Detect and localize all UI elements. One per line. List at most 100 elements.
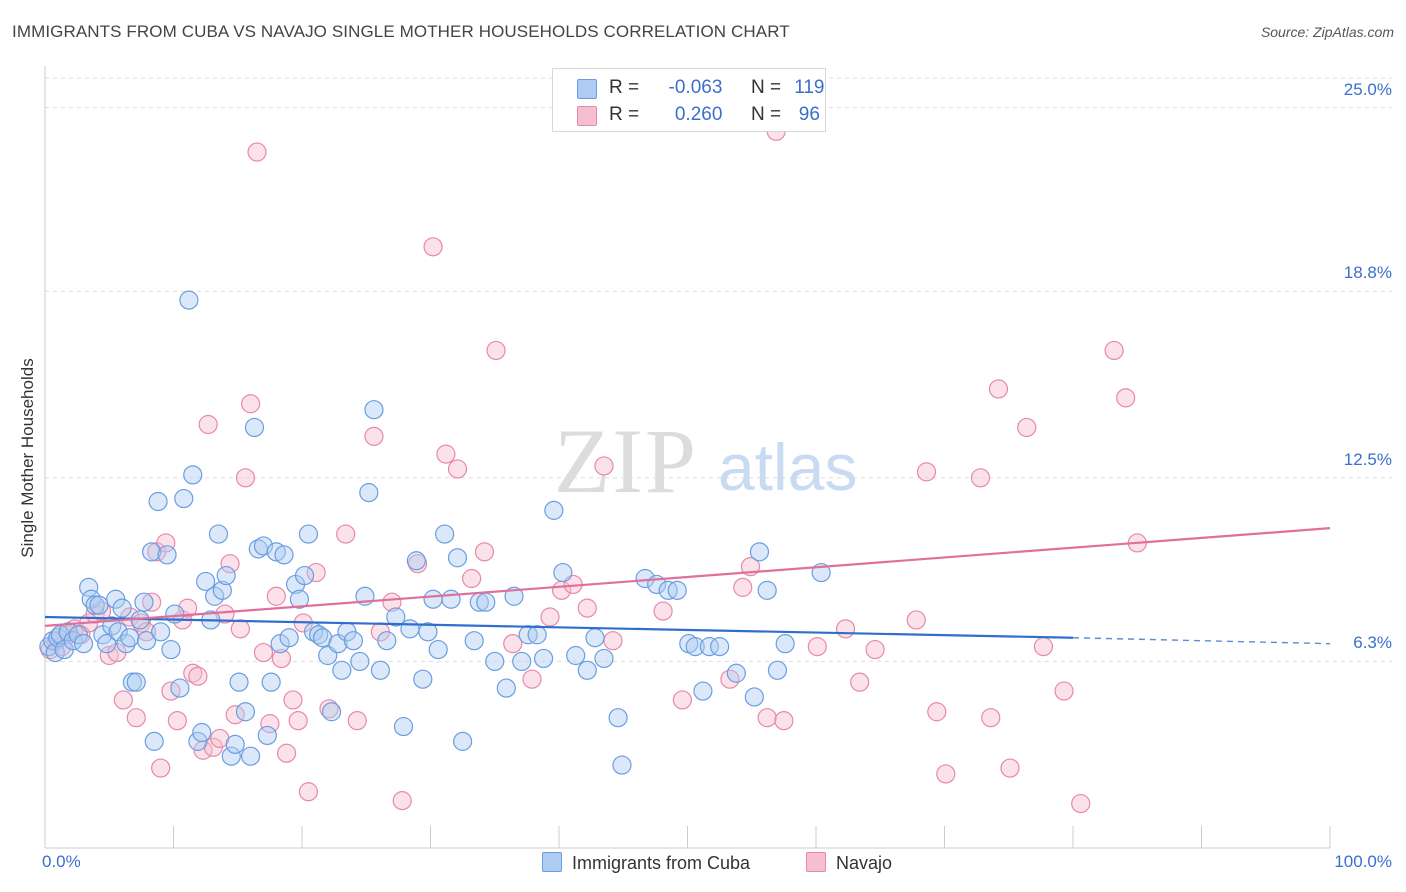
watermark-zip: ZIP [554, 410, 698, 512]
navajo-point [807, 637, 827, 657]
chart-title: IMMIGRANTS FROM CUBA VS NAVAJO SINGLE MO… [12, 22, 790, 41]
cuba-point [225, 734, 245, 754]
cuba-point [108, 622, 128, 642]
navajo-point [1017, 417, 1037, 438]
navajo-point [865, 639, 885, 660]
navajo-point [230, 619, 250, 639]
cuba-point [179, 290, 199, 310]
cuba-point [428, 639, 448, 660]
cuba-point [693, 681, 713, 701]
x-tick-min: 0.0% [42, 852, 81, 871]
series-label-navajo: Navajo [836, 853, 893, 873]
navajo-point [241, 394, 261, 414]
cuba-point [294, 565, 315, 586]
cuba-point [527, 625, 547, 645]
navajo-point [113, 690, 133, 710]
navajo-point [235, 468, 256, 488]
navajo-point [1104, 340, 1124, 361]
cuba-point [257, 725, 277, 746]
navajo-point [266, 586, 286, 606]
r-label: R = [609, 77, 640, 98]
cuba-point [157, 545, 177, 565]
cuba-point [274, 545, 294, 565]
watermark-atlas: atlas [718, 430, 857, 504]
navajo-point [981, 708, 1001, 728]
navajo-point [188, 666, 208, 686]
cuba-point [485, 651, 505, 672]
cuba-point [767, 660, 788, 680]
cuba-point [343, 631, 363, 651]
navajo-point [1071, 793, 1091, 814]
navajo-point [423, 237, 443, 257]
navajo-point [271, 648, 292, 669]
cuba-point [279, 628, 299, 648]
navajo-point [1116, 388, 1136, 408]
cuba-point [577, 660, 597, 680]
series-swatch-navajo [806, 852, 826, 872]
cuba-point [161, 639, 181, 660]
navajo-point [927, 702, 947, 722]
cuba-point [435, 524, 455, 544]
cuba-trend-extension [1072, 637, 1331, 645]
cuba-point [134, 592, 154, 612]
cuba-points [39, 290, 831, 775]
cuba-point [423, 589, 443, 609]
legend-swatch-navajo [577, 106, 597, 126]
cuba-point [386, 607, 406, 627]
cuba-point [775, 634, 795, 654]
navajo-point [653, 601, 673, 621]
cuba-point [205, 586, 225, 606]
cuba-point [594, 648, 614, 669]
cuba-point [377, 631, 397, 651]
navajo-point [1000, 758, 1020, 778]
navajo-point [198, 414, 218, 435]
navajo-point [298, 782, 319, 802]
navajo-point [392, 791, 412, 811]
cuba-point [183, 465, 203, 485]
r-value-cuba: -0.063 [668, 77, 723, 98]
cuba-point [726, 663, 746, 683]
x-tick-max: 100.0% [1334, 852, 1392, 871]
cuba-point [221, 746, 241, 766]
cuba-point [504, 586, 524, 606]
navajo-point [936, 764, 956, 784]
cuba-point [667, 580, 687, 600]
navajo-point [306, 562, 326, 583]
cuba-point [476, 592, 496, 612]
navajo-point [906, 610, 926, 630]
navajo-point [503, 634, 523, 654]
n-value-cuba: 119 [794, 77, 825, 98]
navajo-point [850, 672, 870, 692]
navajo-point [260, 714, 280, 734]
cuba-point [566, 645, 586, 666]
navajo-point [1054, 681, 1074, 701]
cuba-point [73, 634, 94, 654]
cuba-point [229, 672, 249, 692]
cuba-point [148, 491, 168, 512]
navajo-point [916, 462, 937, 482]
cuba-point [174, 488, 194, 509]
cuba-point [453, 731, 473, 751]
watermark: ZIP atlas [554, 410, 857, 512]
cuba-point [447, 548, 468, 568]
cuba-point [464, 631, 484, 651]
cuba-point [136, 631, 157, 651]
navajo-point [733, 577, 753, 597]
cuba-point [112, 598, 132, 618]
series-label-cuba: Immigrants from Cuba [572, 853, 751, 873]
navajo-point [253, 642, 274, 663]
navajo-point [142, 592, 162, 612]
cuba-point [170, 678, 190, 698]
cuba-point [212, 580, 232, 600]
navajo-point [220, 554, 240, 574]
cuba-point [553, 562, 573, 583]
cuba-point [749, 542, 770, 562]
navajo-trend-line [44, 527, 1331, 627]
cuba-point [68, 625, 89, 645]
cuba-point [744, 687, 764, 707]
cuba-point [406, 551, 426, 571]
correlation-legend: R = -0.063 N = 119 R = 0.260 N = 96 [552, 68, 826, 132]
cuba-point [612, 755, 632, 775]
navajo-point [988, 379, 1009, 399]
navajo-point [486, 340, 506, 361]
